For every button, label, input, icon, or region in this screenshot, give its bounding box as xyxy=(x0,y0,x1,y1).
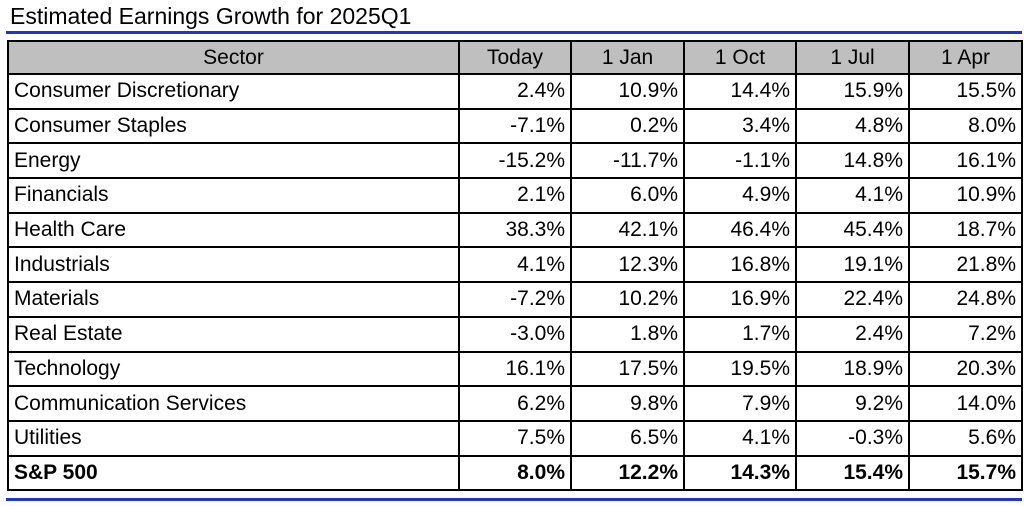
sector-name-cell: Health Care xyxy=(7,211,460,249)
table-row: Consumer Discretionary 2.4% 10.9% 14.4% 15.9… xyxy=(7,73,1023,110)
growth-value-cell: 2.4% xyxy=(458,73,572,110)
column-header-today: Today xyxy=(458,40,572,75)
table-header-row: Sector Today 1 Jan 1 Oct 1 Jul 1 Apr xyxy=(7,40,1023,75)
growth-value-cell: -15.2% xyxy=(458,142,572,180)
growth-value-cell: 8.0% xyxy=(908,107,1023,145)
growth-value-cell: 3.4% xyxy=(683,107,797,145)
growth-value-cell: 18.7% xyxy=(908,211,1023,249)
growth-value-cell: 19.1% xyxy=(795,246,910,284)
growth-value-cell: 10.9% xyxy=(570,73,685,110)
sector-name-cell: Communication Services xyxy=(7,385,460,422)
growth-value-cell: 14.8% xyxy=(795,142,910,180)
growth-value-cell: 4.1% xyxy=(683,419,797,457)
sector-name-cell: Consumer Staples xyxy=(7,107,460,145)
growth-value-cell: 5.6% xyxy=(908,419,1023,457)
growth-value-cell: -1.1% xyxy=(683,142,797,180)
growth-value-cell: 7.2% xyxy=(908,315,1023,353)
growth-value-cell: 6.0% xyxy=(570,177,685,214)
sector-name-cell: Materials xyxy=(7,281,460,318)
growth-value-cell: -11.7% xyxy=(570,142,685,180)
page-title: Estimated Earnings Growth for 2025Q1 xyxy=(10,3,412,29)
growth-value-cell: 21.8% xyxy=(908,246,1023,284)
table-row: Industrials 4.1% 12.3% 16.8% 19.1% 21.8% xyxy=(7,246,1023,284)
growth-value-cell: 1.7% xyxy=(683,315,797,353)
growth-value-cell: 4.9% xyxy=(683,177,797,214)
table-row: Financials 2.1% 6.0% 4.9% 4.1% 10.9% xyxy=(7,177,1023,214)
growth-value-cell: 6.2% xyxy=(458,385,572,422)
sector-name-cell: S&P 500 xyxy=(7,454,460,492)
growth-value-cell: 10.2% xyxy=(570,281,685,318)
earnings-growth-table: Sector Today 1 Jan 1 Oct 1 Jul 1 Apr Con… xyxy=(7,40,1023,492)
growth-value-cell: 16.8% xyxy=(683,246,797,284)
growth-value-cell: 46.4% xyxy=(683,211,797,249)
growth-value-cell: 16.1% xyxy=(458,350,572,388)
table-row: Consumer Staples -7.1% 0.2% 3.4% 4.8% 8.0% xyxy=(7,107,1023,145)
table-row: Utilities 7.5% 6.5% 4.1% -0.3% 5.6% xyxy=(7,419,1023,457)
total-row: S&P 500 8.0% 12.2% 14.3% 15.4% 15.7% xyxy=(7,454,1023,492)
growth-value-cell: 7.9% xyxy=(683,385,797,422)
column-header-sector: Sector xyxy=(7,40,460,75)
sector-name-cell: Energy xyxy=(7,142,460,180)
sector-name-cell: Technology xyxy=(7,350,460,388)
growth-value-cell: 12.3% xyxy=(570,246,685,284)
growth-value-cell: 24.8% xyxy=(908,281,1023,318)
bottom-rule xyxy=(6,498,1022,501)
column-header-1-jan: 1 Jan xyxy=(570,40,685,75)
growth-value-cell: 4.8% xyxy=(795,107,910,145)
table-row: Real Estate -3.0% 1.8% 1.7% 2.4% 7.2% xyxy=(7,315,1023,353)
sector-name-cell: Financials xyxy=(7,177,460,214)
growth-value-cell: 15.9% xyxy=(795,73,910,110)
growth-value-cell: 14.3% xyxy=(683,454,797,492)
growth-value-cell: 16.9% xyxy=(683,281,797,318)
column-header-1-oct: 1 Oct xyxy=(683,40,797,75)
growth-value-cell: 1.8% xyxy=(570,315,685,353)
table-body: Consumer Discretionary 2.4% 10.9% 14.4% 15.9… xyxy=(7,73,1023,492)
growth-value-cell: 9.2% xyxy=(795,385,910,422)
growth-value-cell: 6.5% xyxy=(570,419,685,457)
growth-value-cell: 42.1% xyxy=(570,211,685,249)
growth-value-cell: 38.3% xyxy=(458,211,572,249)
growth-value-cell: 4.1% xyxy=(458,246,572,284)
table-row: Technology 16.1% 17.5% 19.5% 18.9% 20.3% xyxy=(7,350,1023,388)
growth-value-cell: 15.4% xyxy=(795,454,910,492)
column-header-1-jul: 1 Jul xyxy=(795,40,910,75)
growth-value-cell: 20.3% xyxy=(908,350,1023,388)
sector-name-cell: Consumer Discretionary xyxy=(7,73,460,110)
table-row: Energy -15.2% -11.7% -1.1% 14.8% 16.1% xyxy=(7,142,1023,180)
column-header-1-apr: 1 Apr xyxy=(908,40,1023,75)
growth-value-cell: -7.2% xyxy=(458,281,572,318)
table-row: Materials -7.2% 10.2% 16.9% 22.4% 24.8% xyxy=(7,281,1023,318)
growth-value-cell: 9.8% xyxy=(570,385,685,422)
growth-value-cell: 16.1% xyxy=(908,142,1023,180)
growth-value-cell: 2.1% xyxy=(458,177,572,214)
growth-value-cell: 15.7% xyxy=(908,454,1023,492)
growth-value-cell: 0.2% xyxy=(570,107,685,145)
growth-value-cell: -7.1% xyxy=(458,107,572,145)
growth-value-cell: 22.4% xyxy=(795,281,910,318)
top-rule xyxy=(6,31,1022,34)
growth-value-cell: 2.4% xyxy=(795,315,910,353)
growth-value-cell: 14.4% xyxy=(683,73,797,110)
growth-value-cell: 12.2% xyxy=(570,454,685,492)
growth-value-cell: 8.0% xyxy=(458,454,572,492)
growth-value-cell: 45.4% xyxy=(795,211,910,249)
growth-value-cell: 10.9% xyxy=(908,177,1023,214)
sector-name-cell: Real Estate xyxy=(7,315,460,353)
growth-value-cell: -0.3% xyxy=(795,419,910,457)
table-row: Health Care 38.3% 42.1% 46.4% 45.4% 18.7% xyxy=(7,211,1023,249)
growth-value-cell: 18.9% xyxy=(795,350,910,388)
sector-name-cell: Industrials xyxy=(7,246,460,284)
growth-value-cell: 14.0% xyxy=(908,385,1023,422)
table-row: Communication Services 6.2% 9.8% 7.9% 9.2% 14… xyxy=(7,385,1023,422)
growth-value-cell: 19.5% xyxy=(683,350,797,388)
growth-value-cell: 17.5% xyxy=(570,350,685,388)
growth-value-cell: 4.1% xyxy=(795,177,910,214)
growth-value-cell: -3.0% xyxy=(458,315,572,353)
sector-name-cell: Utilities xyxy=(7,419,460,457)
growth-value-cell: 7.5% xyxy=(458,419,572,457)
growth-value-cell: 15.5% xyxy=(908,73,1023,110)
